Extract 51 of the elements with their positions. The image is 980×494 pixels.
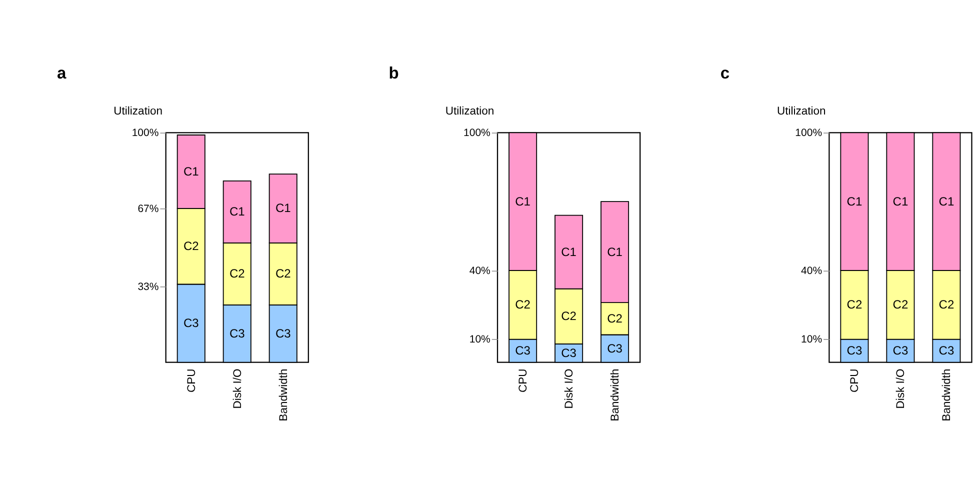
text: C1 bbox=[275, 201, 291, 216]
y-tick-label: 100% bbox=[795, 127, 822, 140]
y-axis-title: Utilization bbox=[445, 105, 494, 118]
x-tick-label: Bandwidth bbox=[278, 368, 290, 422]
text: C2 bbox=[607, 311, 622, 326]
y-tick-label: 67% bbox=[138, 202, 159, 215]
x-tick-label: Bandwidth bbox=[941, 368, 954, 422]
x-tick-label: Disk I/O bbox=[564, 368, 576, 409]
y-tick-label: 10% bbox=[469, 334, 490, 346]
text: C3 bbox=[938, 344, 954, 358]
chart-title: b bbox=[388, 64, 399, 83]
series-label: C3 bbox=[561, 346, 577, 360]
series-label: C2 bbox=[846, 298, 862, 312]
text: C1 bbox=[892, 194, 908, 208]
x-tick-label: CPU bbox=[186, 368, 198, 392]
series-label: C1 bbox=[515, 194, 531, 208]
chart-title: a bbox=[57, 64, 68, 83]
text: C2 bbox=[892, 298, 908, 312]
y-tick-label: 100% bbox=[464, 127, 490, 140]
series-label: C2 bbox=[515, 298, 531, 312]
text: C3 bbox=[892, 344, 908, 358]
y-tick-label: 40% bbox=[801, 264, 822, 277]
y-tick-label: 33% bbox=[138, 280, 159, 293]
series-label: C1 bbox=[183, 164, 200, 178]
y-tick-label: 40% bbox=[469, 264, 490, 277]
x-tick-label: CPU bbox=[849, 368, 862, 392]
text: C2 bbox=[938, 298, 954, 312]
x-tick-label: Bandwidth bbox=[610, 368, 622, 422]
text: C1 bbox=[561, 244, 576, 259]
series-label: C1 bbox=[846, 194, 862, 208]
text: C3 bbox=[275, 326, 291, 340]
x-tick-label: Disk I/O bbox=[895, 368, 908, 409]
text: C3 bbox=[515, 344, 530, 358]
text: C2 bbox=[561, 309, 576, 324]
text: C2 bbox=[275, 266, 291, 281]
text: C1 bbox=[938, 194, 954, 208]
y-tick-label: 100% bbox=[132, 127, 159, 140]
x-tick-label: CPU bbox=[518, 368, 530, 392]
y-tick-label: 10% bbox=[801, 334, 822, 346]
text: C1 bbox=[229, 204, 245, 219]
series-label: C3 bbox=[183, 316, 200, 330]
y-axis-title: Utilization bbox=[114, 105, 162, 118]
x-tick-label: Disk I/O bbox=[232, 368, 244, 409]
chart-title: c bbox=[720, 64, 730, 83]
series-label: C3 bbox=[846, 344, 862, 358]
text: C3 bbox=[229, 326, 245, 340]
series-label: C2 bbox=[183, 239, 200, 254]
text: C1 bbox=[607, 244, 622, 259]
text: C3 bbox=[607, 341, 622, 356]
text: C2 bbox=[229, 266, 245, 281]
y-axis-title: Utilization bbox=[777, 105, 826, 118]
